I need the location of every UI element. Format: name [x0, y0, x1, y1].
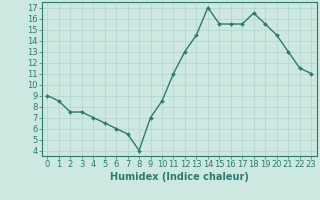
X-axis label: Humidex (Indice chaleur): Humidex (Indice chaleur)	[110, 172, 249, 182]
